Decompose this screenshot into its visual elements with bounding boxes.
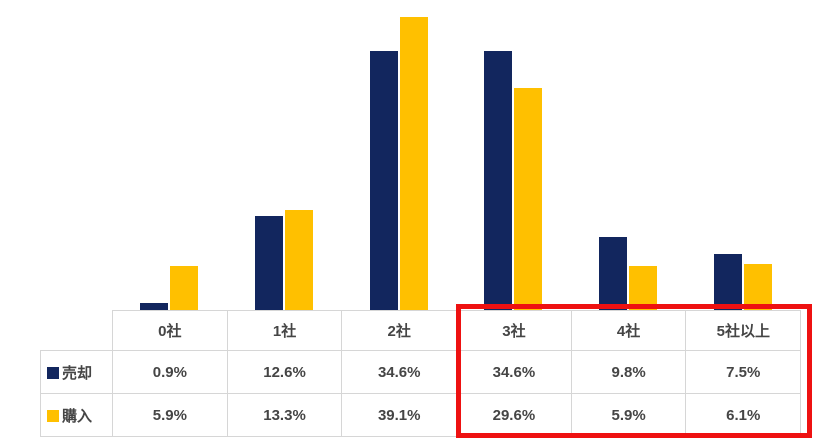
table-cell: 13.3% — [226, 393, 343, 437]
bar-group-1 — [227, 10, 342, 310]
table-cell: 6.1% — [685, 393, 802, 437]
row-header-sell: 売却 — [40, 350, 113, 394]
table-cell: 9.8% — [570, 350, 687, 394]
series-label-buy: 購入 — [62, 407, 93, 425]
table-cell: 39.1% — [341, 393, 458, 437]
bar-sell-0 — [140, 303, 169, 310]
bar-group-4 — [571, 10, 686, 310]
bar-sell-3 — [484, 50, 513, 310]
bar-buy-0 — [170, 265, 199, 310]
table-cell: 29.6% — [456, 393, 572, 437]
bar-group-0 — [112, 10, 227, 310]
series-label-sell: 売却 — [62, 364, 93, 382]
table-cell: 12.6% — [226, 350, 343, 394]
bar-buy-1 — [285, 210, 313, 310]
bar-buy-4 — [629, 265, 658, 310]
bar-sell-5 — [713, 253, 742, 310]
column-header: 0社 — [112, 310, 228, 351]
bar-buy-5 — [743, 264, 772, 310]
bar-group-5 — [685, 10, 800, 310]
bar-sell-2 — [369, 50, 398, 310]
column-header: 2社 — [341, 310, 458, 351]
table-cell: 5.9% — [570, 393, 687, 437]
table-corner-cell — [41, 311, 113, 351]
column-header: 4社 — [570, 310, 687, 351]
table-row-buy: 購入 5.9% 13.3% 39.1% 29.6% 5.9% 6.1% — [40, 393, 802, 437]
legend-chip-buy-icon — [47, 409, 59, 422]
legend-chip-sell-icon — [47, 366, 59, 379]
row-header-buy: 購入 — [40, 393, 113, 437]
column-header: 5社以上 — [685, 310, 802, 351]
table-cell: 34.6% — [456, 350, 572, 394]
data-table: 0社 1社 2社 3社 4社 5社以上 売却 0.9% 12.6% 34.6% … — [40, 310, 802, 437]
bar-buy-3 — [514, 88, 543, 310]
bar-group-3 — [456, 10, 571, 310]
table-row-sell: 売却 0.9% 12.6% 34.6% 34.6% 9.8% 7.5% — [40, 350, 802, 394]
plot-area — [112, 10, 800, 310]
column-header: 1社 — [226, 310, 343, 351]
table-cell: 34.6% — [341, 350, 458, 394]
bar-group-2 — [341, 10, 456, 310]
table-header-row: 0社 1社 2社 3社 4社 5社以上 — [41, 310, 802, 351]
bar-buy-2 — [399, 16, 428, 310]
bar-sell-1 — [255, 215, 283, 310]
table-cell: 7.5% — [685, 350, 802, 394]
bar-sell-4 — [599, 236, 628, 310]
column-header: 3社 — [456, 310, 572, 351]
table-cell: 5.9% — [112, 393, 228, 437]
table-cell: 0.9% — [112, 350, 228, 394]
